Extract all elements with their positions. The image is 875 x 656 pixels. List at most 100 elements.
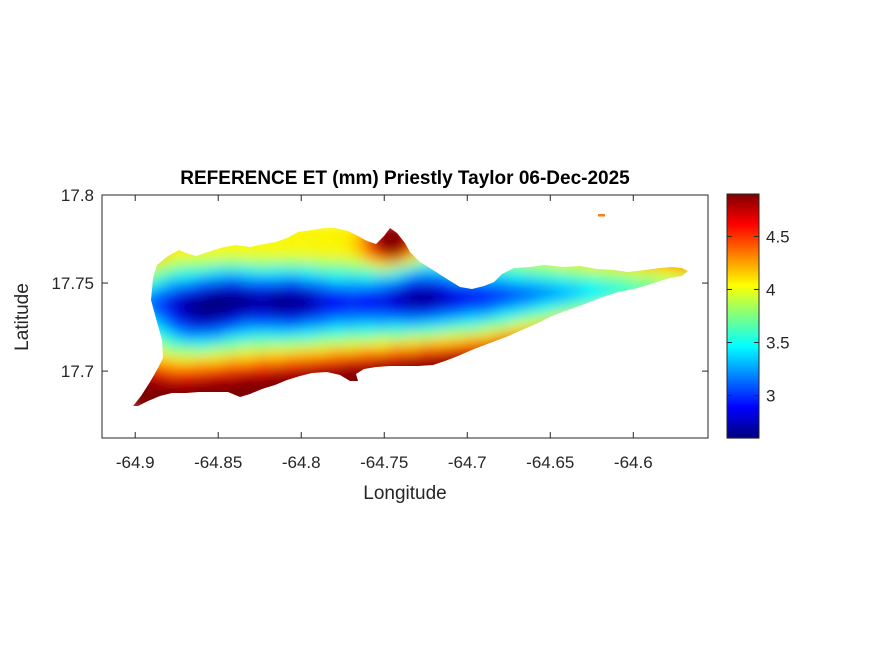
heatmap-cell (272, 258, 279, 265)
heatmap-cell (404, 318, 411, 325)
heatmap-cell (236, 324, 243, 331)
heatmap-cell (356, 330, 363, 337)
heatmap-cell (194, 264, 201, 271)
heatmap-cell (158, 312, 165, 319)
heatmap-cell (224, 324, 231, 331)
heatmap-cell (176, 330, 183, 337)
heatmap-cell (488, 324, 495, 331)
heatmap-cell (272, 294, 279, 301)
heatmap-cell (326, 282, 333, 289)
heatmap-cell (302, 360, 309, 367)
heatmap-cell (344, 366, 351, 373)
heatmap-cell (320, 276, 327, 283)
colorbar-segment (727, 418, 759, 421)
heatmap-cell (260, 366, 267, 373)
heatmap-cell (446, 318, 453, 325)
heatmap-cell (182, 348, 189, 355)
heatmap-cell (398, 342, 405, 349)
heatmap-cell (524, 270, 531, 277)
heatmap-cell (308, 264, 315, 271)
heatmap-cell (380, 264, 387, 271)
heatmap-cell (542, 294, 549, 301)
heatmap-cell (296, 240, 303, 247)
heatmap-cell (218, 246, 225, 253)
heatmap-cell (356, 288, 363, 295)
heatmap-cell (488, 336, 495, 343)
heatmap-cell (368, 336, 375, 343)
heatmap-cell (530, 300, 537, 307)
heatmap-cell (338, 240, 345, 247)
heatmap-cell (524, 276, 531, 283)
heatmap-cell (482, 330, 489, 337)
heatmap-cell (518, 270, 525, 277)
colorbar-segment (727, 394, 759, 397)
heatmap-cell (380, 324, 387, 331)
heatmap-cell (248, 276, 255, 283)
heatmap-cell (356, 240, 363, 247)
heatmap-cell (284, 300, 291, 307)
heatmap-cell (296, 324, 303, 331)
heatmap-cell (302, 366, 309, 373)
heatmap-cell (428, 270, 435, 277)
heatmap-cell (476, 324, 483, 331)
heatmap-cell (470, 306, 477, 313)
heatmap-cell (218, 282, 225, 289)
heatmap-cell (356, 264, 363, 271)
heatmap-cell (386, 288, 393, 295)
heatmap-cell (194, 306, 201, 313)
heatmap-cell (536, 264, 543, 271)
heatmap-cell (158, 306, 165, 313)
heatmap-cell (236, 246, 243, 253)
colorbar-segment (727, 270, 759, 273)
heatmap-cell (326, 276, 333, 283)
heatmap-cell (332, 312, 339, 319)
heatmap-cell (212, 264, 219, 271)
heatmap-cell (326, 342, 333, 349)
colorbar-segment (727, 360, 759, 363)
heatmap-cell (212, 282, 219, 289)
heatmap-cell (416, 354, 423, 361)
colorbar-segment (727, 208, 759, 211)
heatmap-cell (302, 354, 309, 361)
heatmap-cell (284, 348, 291, 355)
heatmap-cell (530, 288, 537, 295)
heatmap-cell (152, 294, 159, 301)
heatmap-cell (314, 312, 321, 319)
heatmap-cell (182, 294, 189, 301)
heatmap-cell (194, 354, 201, 361)
heatmap-cell (386, 354, 393, 361)
heatmap-cell (434, 306, 441, 313)
heatmap-cell (410, 264, 417, 271)
heatmap-cell (194, 378, 201, 385)
heatmap-cell (230, 300, 237, 307)
colorbar-segment (727, 372, 759, 375)
x-tick-label: -64.7 (448, 453, 487, 472)
heatmap-cell (242, 378, 249, 385)
heatmap-cell (326, 270, 333, 277)
heatmap-cell (278, 300, 285, 307)
heatmap-cell (476, 336, 483, 343)
heatmap-cell (554, 282, 561, 289)
heatmap-cell (386, 282, 393, 289)
heatmap-cell (326, 324, 333, 331)
heatmap-cell (368, 240, 375, 247)
heatmap-cell (176, 336, 183, 343)
heatmap-cell (272, 276, 279, 283)
heatmap-cell (440, 276, 447, 283)
heatmap-cell (350, 306, 357, 313)
heatmap-cell (326, 354, 333, 361)
heatmap-cell (332, 258, 339, 265)
heatmap-cell (200, 282, 207, 289)
heatmap-cell (326, 312, 333, 319)
heatmap-cell (206, 336, 213, 343)
heatmap-cell (194, 360, 201, 367)
heatmap-cell (152, 300, 159, 307)
heatmap-cell (248, 288, 255, 295)
heatmap-cell (332, 288, 339, 295)
heatmap-cell (308, 348, 315, 355)
heatmap-cell (170, 372, 177, 379)
heatmap-cell (224, 288, 231, 295)
heatmap-cell (206, 372, 213, 379)
heatmap-cell (188, 372, 195, 379)
heatmap-cell (224, 318, 231, 325)
